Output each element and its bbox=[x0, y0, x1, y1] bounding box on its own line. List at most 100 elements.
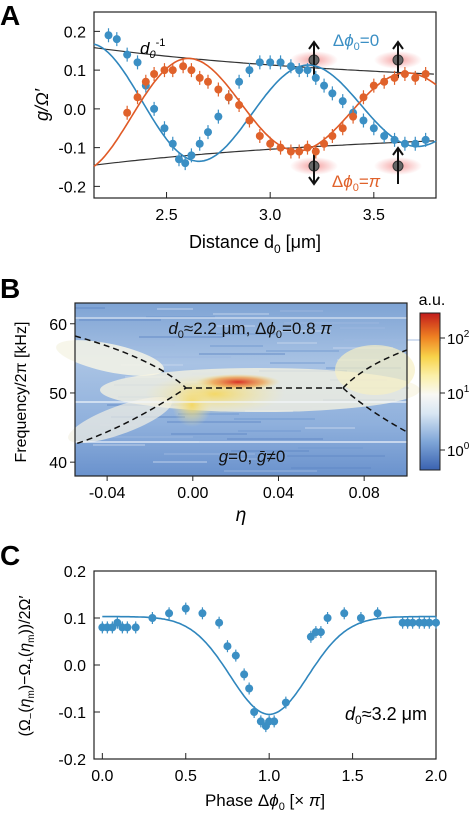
data-point-phasepi bbox=[235, 101, 244, 109]
data-point-phase0 bbox=[421, 135, 430, 144]
data-point bbox=[316, 628, 325, 637]
panel-b: -0.04 0.00 0.04 0.08 40 50 60 d0≈2.2 μm, Δϕ0=0… bbox=[13, 292, 470, 526]
panel-c-xtick-label: 1.0 bbox=[258, 768, 280, 785]
heatmap-band-bottom bbox=[68, 397, 172, 443]
arrow-head-icon bbox=[308, 40, 320, 50]
panel-b-xtick-label: -0.04 bbox=[89, 485, 126, 502]
heatmap-streak bbox=[86, 464, 153, 466]
data-point bbox=[198, 609, 207, 618]
panel-c-xtick-label: 2.0 bbox=[425, 768, 447, 785]
data-point-phasepi bbox=[195, 73, 204, 82]
heatmap-streak bbox=[291, 467, 371, 469]
heatmap-streak bbox=[231, 450, 309, 452]
panel-a-ytick-label: 0.0 bbox=[64, 102, 86, 119]
panel-c-fit-curve bbox=[102, 615, 436, 716]
data-point bbox=[256, 717, 265, 726]
data-point-phasepi bbox=[338, 124, 347, 133]
panel-c-ylabel: (Ω−(ηm)−Ω+(ηm))/2Ω′ bbox=[17, 596, 37, 737]
heatmap-streak bbox=[305, 427, 355, 429]
heatmap-streak bbox=[146, 316, 215, 318]
dashed-guide-right bbox=[342, 349, 408, 433]
data-point bbox=[356, 614, 365, 622]
label-phase0: Δϕ0=0 bbox=[333, 31, 379, 53]
heatmap-streak bbox=[210, 345, 263, 347]
colorbar-label: a.u. bbox=[419, 292, 446, 309]
data-point-phase0 bbox=[181, 159, 190, 168]
data-point-phase0 bbox=[160, 124, 169, 133]
data-point bbox=[131, 623, 140, 632]
panel-c-xtick-label: 0.5 bbox=[175, 768, 197, 785]
data-point-phasepi bbox=[320, 139, 329, 148]
data-point bbox=[306, 632, 315, 641]
data-point bbox=[281, 698, 290, 707]
data-point-phase0 bbox=[112, 35, 121, 44]
panel-a-xtick-label: 3.5 bbox=[363, 207, 385, 224]
heatmap-streak bbox=[227, 438, 323, 440]
panel-a-xtick-label: 2.5 bbox=[155, 207, 177, 224]
data-point bbox=[270, 717, 279, 726]
data-point-phase0 bbox=[133, 58, 142, 67]
colorbar-tick-label: 100 bbox=[447, 441, 470, 460]
heatmap-streak bbox=[93, 444, 145, 446]
heatmap-streak bbox=[220, 458, 261, 460]
data-point-phase0 bbox=[411, 139, 420, 148]
data-point-phasepi bbox=[390, 73, 399, 82]
data-point-phasepi bbox=[160, 66, 169, 75]
heatmap-yellow-left bbox=[172, 383, 212, 427]
panel-c-ytick-label: -0.1 bbox=[58, 705, 86, 722]
heatmap-streak bbox=[287, 455, 385, 457]
heatmap-streak bbox=[171, 433, 247, 435]
data-point bbox=[425, 618, 434, 627]
heatmap-streak bbox=[298, 447, 363, 449]
colorbar-tick-label: 101 bbox=[447, 384, 470, 403]
heatmap-streak bbox=[139, 336, 223, 338]
data-point bbox=[373, 609, 382, 618]
panel-a-ylabel: g/Ω′ bbox=[32, 88, 52, 121]
panel-c-ytick-label: 0.0 bbox=[64, 658, 86, 675]
heatmap-streak bbox=[164, 453, 255, 455]
heatmap-streak bbox=[79, 319, 161, 321]
data-point-phasepi bbox=[369, 81, 378, 90]
data-point-phase0 bbox=[123, 50, 132, 59]
data-point-phase0 bbox=[338, 97, 347, 106]
panel-b-ytick-label: 40 bbox=[49, 455, 67, 472]
heatmap-streak bbox=[277, 342, 317, 344]
colorbar bbox=[419, 312, 441, 471]
data-point-phase0 bbox=[214, 112, 223, 121]
data-point bbox=[148, 614, 157, 622]
panel-b-annotation-g: g=0, ḡ≠0 bbox=[219, 447, 286, 466]
data-point bbox=[215, 618, 224, 627]
heatmap-streak bbox=[234, 418, 315, 420]
data-point-phasepi bbox=[123, 108, 132, 117]
data-point-phasepi bbox=[245, 116, 254, 125]
data-point bbox=[231, 651, 240, 660]
data-point bbox=[108, 623, 117, 632]
panel-c-ytick-label: 0.1 bbox=[64, 611, 86, 628]
data-point-phasepi bbox=[204, 77, 212, 86]
data-point-phase0 bbox=[204, 128, 212, 137]
data-point bbox=[181, 604, 190, 613]
data-point-phase0 bbox=[390, 135, 399, 144]
data-point-phasepi bbox=[179, 62, 188, 71]
panel-label-b: B bbox=[0, 273, 20, 304]
fit-curve-phase0 bbox=[93, 43, 437, 163]
panel-b-ylabel: Frequency/2π [kHz] bbox=[13, 322, 30, 463]
data-point-phase0 bbox=[168, 139, 177, 148]
data-point-phasepi bbox=[187, 66, 196, 75]
data-point-phase0 bbox=[187, 151, 196, 160]
data-point-phase0 bbox=[266, 58, 275, 67]
data-point bbox=[113, 618, 122, 627]
panel-a-ytick-label: 0.1 bbox=[64, 63, 86, 80]
colorbar-tick-label: 102 bbox=[447, 329, 470, 348]
panel-c-ytick-label: 0.2 bbox=[64, 564, 86, 581]
data-point-phasepi bbox=[168, 66, 177, 75]
data-point-phase0 bbox=[303, 66, 312, 75]
panel-b-xtick-label: 0.04 bbox=[263, 485, 294, 502]
panel-a-ytick-label: 0.2 bbox=[64, 24, 86, 41]
arrow-head-icon bbox=[392, 146, 404, 156]
panel-c-xlabel: Phase Δϕ0 [× π] bbox=[205, 791, 325, 813]
data-point-phasepi bbox=[303, 143, 312, 152]
heatmap-frame bbox=[74, 302, 408, 477]
heatmap-streak bbox=[213, 313, 269, 315]
data-point-phase0 bbox=[295, 66, 304, 75]
